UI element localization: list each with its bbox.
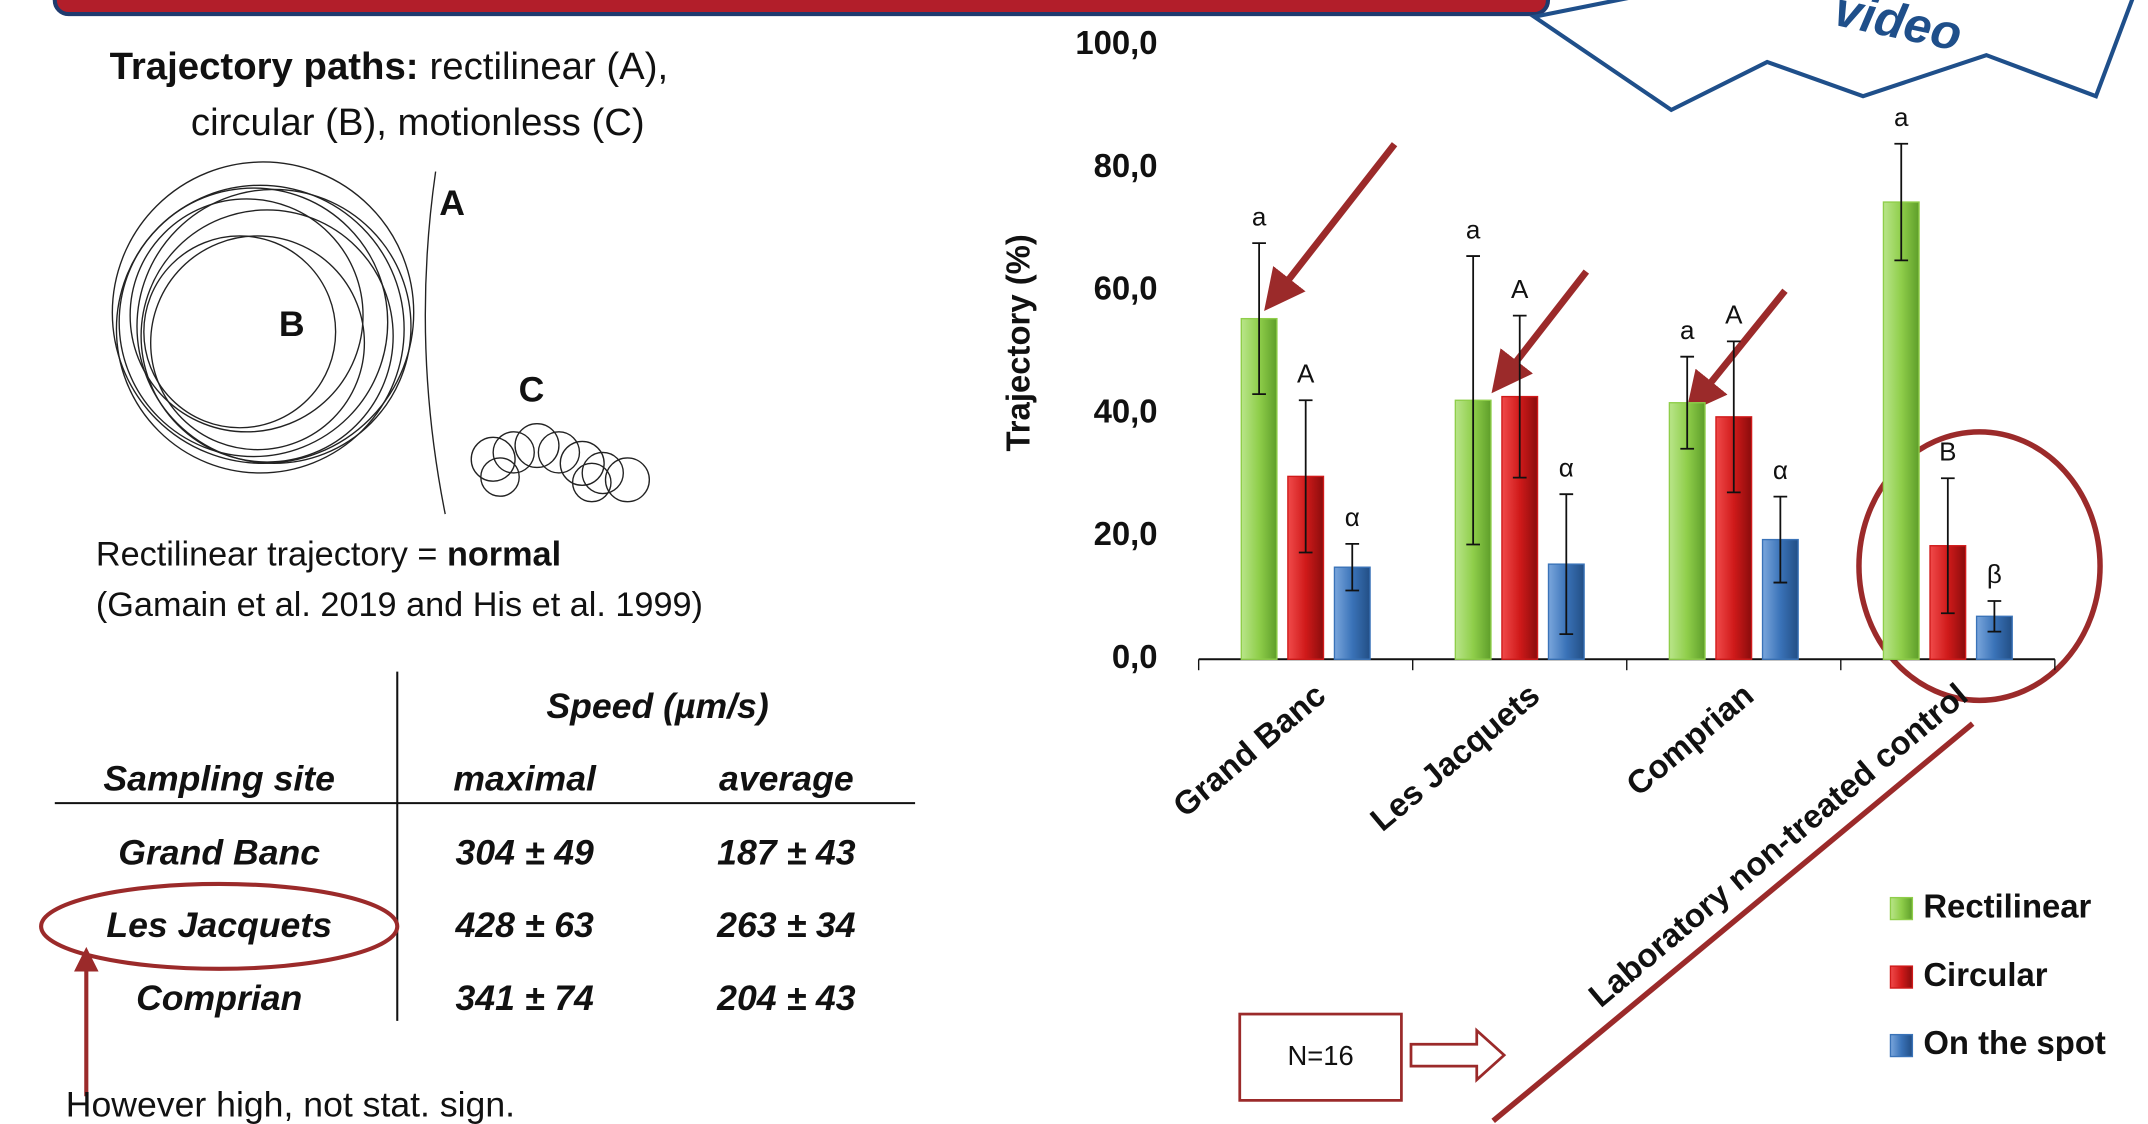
table-header: average [719,759,854,799]
significance-letter: A [1725,300,1743,330]
note-text: Rectilinear trajectory = [96,536,447,574]
footnote: However high, not stat. sign. [66,1085,515,1124]
table-header: maximal [453,759,597,799]
y-tick-label: 40,0 [1094,392,1158,429]
table-cell: 263 ± 34 [716,905,856,945]
slide: video Trajectory paths:rectilinear (A), … [0,0,2148,1124]
path-label: B [279,304,305,344]
significance-letter: B [1939,436,1956,466]
table-cell: Les Jacquets [106,905,332,945]
legend-swatch [1890,898,1912,920]
table-cell: 304 ± 49 [455,833,594,873]
legend-swatch [1890,1035,1912,1057]
significance-letter: a [1894,102,1909,132]
y-axis-label: Trajectory (%) [999,234,1036,451]
annotation: N=16 [1287,1040,1353,1071]
y-tick-label: 20,0 [1094,515,1158,552]
table-cell: Grand Banc [118,833,320,873]
annotation-arrow [1411,1031,1504,1080]
significance-letter: A [1297,358,1315,388]
note-bold: normal [447,536,561,574]
table-body: Grand Banc 304 ± 49 187 ± 43 Les Jacquets 42… [106,833,855,1018]
significance-letter: α [1345,502,1360,532]
x-tick-label: Les Jacquets [1363,676,1546,838]
y-tick-label: 100,0 [1075,24,1157,61]
legend-label: Circular [1923,956,2047,993]
x-tick-label: Grand Banc [1166,676,1332,824]
table-group-header: Speed (µm/s) [546,686,768,726]
banner [55,0,1548,14]
table-cell: Comprian [136,978,302,1018]
arrows [1277,144,1785,397]
significance-letter: a [1680,315,1695,345]
x-tick-label: Laboratory non-treated control [1581,676,1974,1014]
paths-heading: Trajectory paths: rectilinear (A), [110,45,669,88]
strike-line [1493,724,1972,1121]
x-tick-label: Comprian [1619,676,1760,803]
table-cell: 204 ± 43 [716,978,856,1018]
significance-letter: β [1987,559,2002,589]
significance-letter: α [1559,452,1574,482]
y-tick-label: 0,0 [1112,638,1158,675]
y-tick-label: 80,0 [1094,147,1158,184]
table-cell: 428 ± 63 [454,905,594,945]
significance-letter: α [1773,455,1788,485]
legend-swatch [1890,966,1912,988]
table-cell: 187 ± 43 [717,833,856,873]
paths-line2: circular (B), motionless (C) [191,101,645,144]
paths-image [96,172,658,514]
legend-label: Rectilinear [1923,887,2091,924]
legend-label: On the spot [1923,1024,2106,1061]
note-reference: (Gamain et al. 2019 and His et al. 1999) [96,586,703,624]
path-label: A [439,183,465,223]
paths-bold: Trajectory paths: [110,45,419,88]
path-label: C [519,370,545,410]
table-cell: 341 ± 74 [455,978,594,1018]
bar [1883,202,1919,659]
y-tick-label: 60,0 [1094,270,1158,307]
significance-letter: A [1511,274,1529,304]
significance-letter: a [1466,214,1481,244]
paths-line1: rectilinear (A), [430,45,669,88]
significance-letter: a [1252,201,1267,231]
table-header: Sampling site [103,759,335,799]
note: Rectilinear trajectory = normal [96,536,561,574]
